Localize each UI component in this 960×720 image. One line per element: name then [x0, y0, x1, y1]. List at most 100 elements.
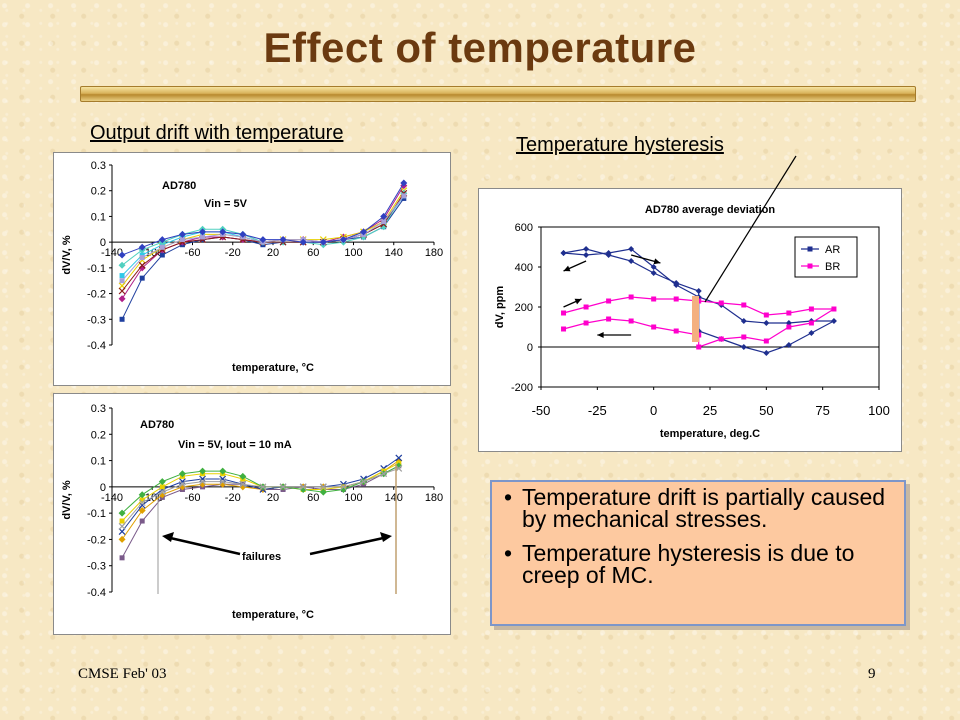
- series-line: [563, 296, 836, 348]
- y-tick-label: -0.4: [87, 340, 106, 352]
- data-point: [381, 219, 387, 225]
- series-line: [563, 248, 835, 354]
- data-point: [696, 344, 702, 350]
- data-point: [159, 244, 165, 250]
- x-axis-label: temperature, °C: [232, 362, 314, 374]
- data-point: [763, 320, 770, 326]
- x-tick-label: -25: [588, 403, 607, 418]
- data-point: [178, 230, 186, 238]
- data-point: [583, 320, 589, 326]
- data-point: [583, 246, 590, 252]
- slide-number: 9: [868, 666, 876, 682]
- direction-arrowhead: [653, 258, 661, 265]
- x-tick-label: -60: [185, 247, 201, 259]
- data-point: [118, 528, 126, 535]
- legend-label: AR: [825, 244, 840, 256]
- data-point: [299, 238, 307, 246]
- data-point: [118, 261, 126, 269]
- data-point: [299, 483, 307, 491]
- data-point: [139, 518, 145, 524]
- data-point: [740, 318, 747, 324]
- data-point: [158, 236, 166, 244]
- chart-hysteresis-svg: AD780 average deviation 600 400 200 0 -200 -50…: [494, 204, 890, 440]
- heading-output-drift: Output drift with temperature: [90, 122, 344, 144]
- chart-drift-10ma-svg: 0.30.20.10-0.1-0.2-0.3-0.4-140 -100 -60 -20…: [61, 403, 443, 621]
- direction-arrowhead: [574, 298, 582, 305]
- data-point: [763, 312, 769, 318]
- y-tick-label: -0.2: [87, 289, 106, 301]
- title-divider: [80, 86, 916, 102]
- failures-label: failures: [242, 551, 281, 563]
- data-point: [138, 261, 146, 269]
- x-tick-label: 100: [344, 247, 362, 259]
- y-tick-label: 400: [515, 262, 533, 274]
- data-point: [395, 465, 403, 472]
- footer-text: CMSE Feb' 03: [78, 666, 167, 682]
- data-point: [786, 324, 792, 330]
- data-point: [119, 518, 125, 524]
- data-point: [118, 251, 126, 259]
- data-point: [219, 228, 227, 236]
- y-tick-label: 0: [100, 482, 106, 494]
- data-point: [696, 332, 702, 338]
- data-point: [673, 296, 679, 302]
- data-point: [119, 273, 125, 279]
- data-point: [159, 252, 165, 258]
- x-tick-label: 60: [307, 247, 319, 259]
- data-point: [561, 326, 567, 332]
- chart-annotation-condition: Vin = 5V, Iout = 10 mA: [178, 439, 292, 451]
- chart-drift-5v-svg: 0.30.20.10-0.1-0.2-0.3-0.4-140 -100 -60 -20…: [61, 160, 443, 374]
- y-tick-label: 200: [515, 302, 533, 314]
- bullet-dot-icon: •: [504, 540, 513, 566]
- chart-annotation-model: AD780: [162, 180, 196, 192]
- x-tick-label: 75: [815, 403, 829, 418]
- bullet-box: • Temperature drift is partially caused …: [490, 480, 906, 626]
- data-point: [339, 236, 347, 244]
- x-axis-label: temperature, °C: [232, 609, 314, 621]
- legend-marker: [807, 246, 813, 252]
- y-tick-label: -0.3: [87, 561, 106, 573]
- data-point: [808, 306, 814, 312]
- data-point: [380, 212, 388, 220]
- data-point: [158, 478, 166, 486]
- data-point: [178, 470, 186, 478]
- data-point: [179, 237, 185, 243]
- data-point: [401, 195, 407, 201]
- data-point: [650, 270, 657, 276]
- y-tick-label: 0: [527, 342, 533, 354]
- data-point: [628, 258, 635, 264]
- data-point: [673, 328, 679, 334]
- x-tick-label: 50: [759, 403, 773, 418]
- data-point: [651, 296, 657, 302]
- data-point: [606, 298, 612, 304]
- data-point: [239, 472, 247, 480]
- x-tick-label: 100: [344, 492, 362, 504]
- data-point: [628, 246, 635, 252]
- y-tick-label: 0.1: [91, 456, 106, 468]
- chart-drift-10ma: 0.3 0.2 0.1 0 -0.1 -0.2 -0.3 -0.4 -140 -100 -60 -20…: [53, 393, 451, 635]
- data-point: [763, 338, 769, 344]
- data-point: [340, 483, 347, 491]
- data-point: [718, 300, 724, 306]
- data-point: [139, 497, 145, 503]
- x-tick-label: 25: [703, 403, 717, 418]
- data-point: [583, 252, 590, 258]
- bullet-dot-icon: •: [504, 484, 513, 510]
- data-point: [718, 336, 724, 342]
- x-tick-label: 140: [385, 247, 403, 259]
- data-point: [830, 318, 837, 324]
- y-axis-label: dV/V, %: [61, 235, 73, 275]
- x-tick-label: -140: [101, 492, 123, 504]
- y-tick-label: -0.4: [87, 587, 106, 599]
- data-point: [380, 470, 388, 478]
- data-point: [118, 535, 126, 543]
- data-point: [395, 462, 403, 470]
- data-point: [138, 243, 146, 251]
- direction-arrowhead: [563, 265, 571, 272]
- data-point: [159, 484, 165, 490]
- data-point: [139, 275, 145, 281]
- data-point: [219, 475, 227, 483]
- y-tick-label: -0.3: [87, 314, 106, 326]
- data-point: [360, 478, 367, 486]
- legend-label: BR: [825, 261, 840, 273]
